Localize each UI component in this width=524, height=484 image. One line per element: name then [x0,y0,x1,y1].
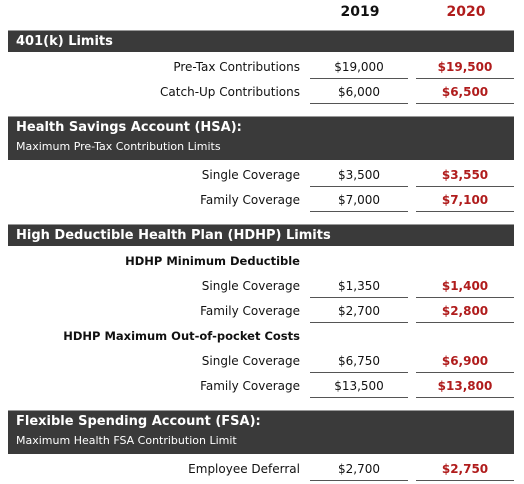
value-cell: $6,000 [310,85,408,104]
value-cell: $6,500 [416,85,514,104]
value-cell: $3,550 [416,168,514,187]
value-cell: $2,700 [310,304,408,323]
value-cell: $2,800 [416,304,514,323]
row-label: Family Coverage [200,193,300,207]
row-label: Employee Deferral [188,462,300,476]
value-cell: $13,800 [416,379,514,398]
row-heading: HDHP Maximum Out-of-pocket Costs [63,329,300,343]
value-cell: $2,700 [310,462,408,481]
value-cell: $3,500 [310,168,408,187]
row-label: Single Coverage [201,354,300,368]
section-title: High Deductible Health Plan (HDHP) Limit… [16,228,331,243]
section-title: 401(k) Limits [16,34,113,49]
value-cell: $13,500 [310,379,408,398]
section-title: Flexible Spending Account (FSA): [16,414,261,429]
value-cell: $7,100 [416,193,514,212]
section-header: 401(k) Limits [8,30,514,52]
section-header: Flexible Spending Account (FSA): Maximum … [8,410,514,454]
value-cell: $2,750 [416,462,514,481]
value-cell: $6,900 [416,354,514,373]
row-label: Pre-Tax Contributions [173,60,300,74]
row-label: Family Coverage [200,304,300,318]
row-heading: HDHP Minimum Deductible [125,254,300,268]
section-subtitle: Maximum Pre-Tax Contribution Limits [16,140,221,153]
section-subtitle: Maximum Health FSA Contribution Limit [16,434,237,447]
section-title: Health Savings Account (HSA): [16,120,242,135]
column-header: 2020 [446,4,486,20]
section-header: Health Savings Account (HSA): Maximum Pre… [8,116,514,160]
value-cell: $1,350 [310,279,408,298]
section-header: High Deductible Health Plan (HDHP) Limit… [8,224,514,246]
row-label: Catch-Up Contributions [160,85,300,99]
row-label: Family Coverage [200,379,300,393]
value-cell: $1,400 [416,279,514,298]
row-label: Single Coverage [201,168,300,182]
row-label: Single Coverage [201,279,300,293]
value-cell: $7,000 [310,193,408,212]
value-cell: $19,500 [416,60,514,79]
value-cell: $19,000 [310,60,408,79]
column-header: 2019 [340,4,380,20]
value-cell: $6,750 [310,354,408,373]
